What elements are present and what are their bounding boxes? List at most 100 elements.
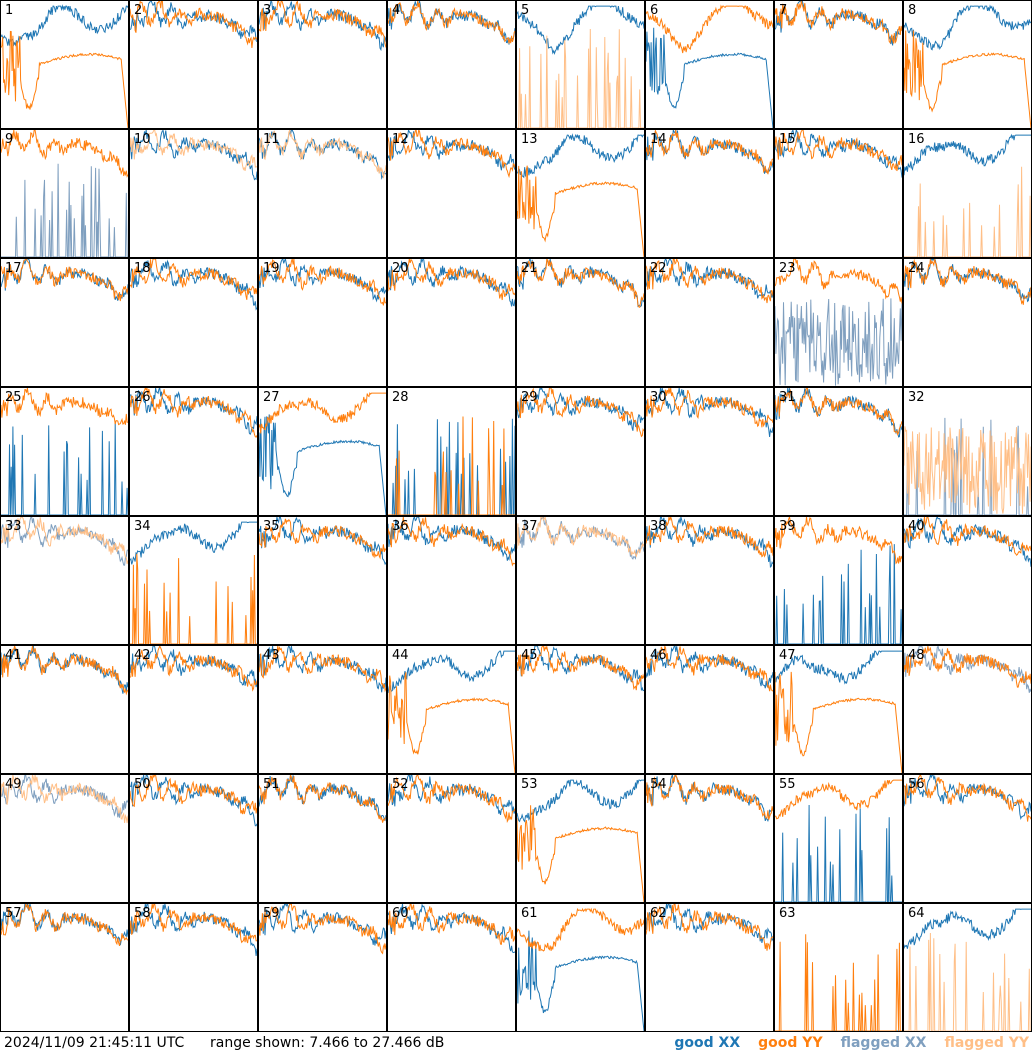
panel-plot bbox=[1, 775, 128, 824]
panel-plot bbox=[130, 646, 257, 692]
panel-label: 6 bbox=[650, 3, 659, 18]
panel-plot bbox=[388, 416, 515, 515]
panel-plot bbox=[646, 646, 773, 692]
panel-plot bbox=[130, 1, 257, 49]
panel-18: 18 bbox=[129, 258, 258, 387]
panel-54: 54 bbox=[645, 774, 774, 903]
panel-12: 12 bbox=[387, 129, 516, 258]
panel-label: 33 bbox=[5, 519, 22, 534]
panel-24: 24 bbox=[903, 258, 1032, 387]
panel-plot bbox=[517, 646, 644, 692]
panel-label: 47 bbox=[779, 648, 796, 663]
series-yy-line bbox=[517, 28, 644, 128]
panel-plot bbox=[904, 646, 1031, 693]
panel-46: 46 bbox=[645, 645, 774, 774]
series-yy-line bbox=[904, 775, 1031, 822]
panel-label: 21 bbox=[521, 261, 538, 276]
series-yy-line bbox=[130, 1, 257, 49]
panel-27: 27 bbox=[258, 387, 387, 516]
panel-31: 31 bbox=[774, 387, 903, 516]
series-yy-line bbox=[259, 904, 386, 955]
series-xx-line bbox=[388, 650, 515, 694]
series-xx-line bbox=[646, 517, 773, 568]
legend-item-good-XX: good XX bbox=[674, 1035, 741, 1051]
series-yy-line bbox=[130, 646, 257, 692]
panel-plot bbox=[517, 133, 644, 257]
panel-plot bbox=[904, 133, 1031, 257]
panel-2: 2 bbox=[129, 0, 258, 129]
series-yy-line bbox=[259, 130, 386, 179]
series-yy-line bbox=[904, 932, 1031, 1031]
panel-19: 19 bbox=[258, 258, 387, 387]
series-xx-line bbox=[646, 27, 773, 128]
series-xx-line bbox=[775, 804, 902, 902]
series-yy-line bbox=[775, 130, 902, 172]
panel-label: 57 bbox=[5, 906, 22, 921]
panel-label: 1 bbox=[5, 3, 14, 18]
series-yy-line bbox=[130, 388, 257, 438]
panel-label: 31 bbox=[779, 390, 796, 405]
series-yy-line bbox=[1, 30, 128, 128]
series-xx-line bbox=[259, 1, 386, 52]
panel-plot bbox=[904, 908, 1031, 1031]
series-xx-line bbox=[130, 1, 257, 42]
panel-label: 41 bbox=[5, 648, 22, 663]
panel-plot bbox=[1, 904, 128, 947]
panel-plot bbox=[259, 904, 386, 955]
series-xx-line bbox=[517, 388, 644, 431]
series-xx-line bbox=[646, 646, 773, 689]
legend-item-flagged-XX: flagged XX bbox=[840, 1035, 927, 1051]
series-yy-line bbox=[1, 388, 128, 426]
panel-plot bbox=[775, 779, 902, 902]
panel-label: 18 bbox=[134, 261, 151, 276]
panel-59: 59 bbox=[258, 903, 387, 1032]
panel-plot bbox=[904, 775, 1031, 822]
panel-label: 50 bbox=[134, 777, 151, 792]
series-yy-line bbox=[388, 672, 515, 773]
panel-35: 35 bbox=[258, 516, 387, 645]
panel-label: 40 bbox=[908, 519, 925, 534]
panel-plot bbox=[904, 517, 1031, 567]
panel-label: 39 bbox=[779, 519, 796, 534]
series-yy-line bbox=[130, 904, 257, 944]
series-xx-line bbox=[904, 4, 1031, 51]
panel-plot bbox=[259, 1, 386, 52]
series-yy-line bbox=[646, 646, 773, 692]
series-xx-line bbox=[904, 775, 1031, 820]
series-xx-line bbox=[1, 4, 128, 47]
series-yy-line bbox=[388, 1, 515, 44]
panel-label: 29 bbox=[521, 390, 538, 405]
series-yy-line bbox=[1, 517, 128, 565]
series-xx-line bbox=[130, 130, 257, 181]
panel-label: 26 bbox=[134, 390, 151, 405]
footer: 2024/11/09 21:45:11 UTC range shown: 7.4… bbox=[0, 1033, 1033, 1053]
legend-item-flagged-YY: flagged YY bbox=[944, 1035, 1029, 1051]
panel-label: 30 bbox=[650, 390, 667, 405]
series-yy-line bbox=[130, 775, 257, 815]
series-yy-line bbox=[646, 904, 773, 951]
panel-29: 29 bbox=[516, 387, 645, 516]
panel-52: 52 bbox=[387, 774, 516, 903]
panel-plot bbox=[1, 646, 128, 696]
panel-label: 42 bbox=[134, 648, 151, 663]
panel-plot bbox=[388, 1, 515, 45]
panel-plot bbox=[259, 130, 386, 180]
series-yy-line bbox=[259, 775, 386, 823]
panel-plot bbox=[259, 646, 386, 693]
panel-plot bbox=[130, 388, 257, 438]
panel-7: 7 bbox=[774, 0, 903, 129]
series-xx-line bbox=[904, 133, 1031, 176]
series-yy-line bbox=[775, 1, 902, 44]
panel-45: 45 bbox=[516, 645, 645, 774]
series-yy-line bbox=[517, 165, 644, 257]
panel-plot bbox=[646, 904, 773, 951]
series-yy-line bbox=[646, 517, 773, 558]
panel-label: 12 bbox=[392, 132, 409, 147]
series-yy-line bbox=[775, 517, 902, 565]
panel-plot bbox=[1, 130, 128, 257]
panel-plot bbox=[775, 130, 902, 178]
series-yy-line bbox=[1, 646, 128, 696]
panel-label: 45 bbox=[521, 648, 538, 663]
panel-label: 36 bbox=[392, 519, 409, 534]
panel-30: 30 bbox=[645, 387, 774, 516]
